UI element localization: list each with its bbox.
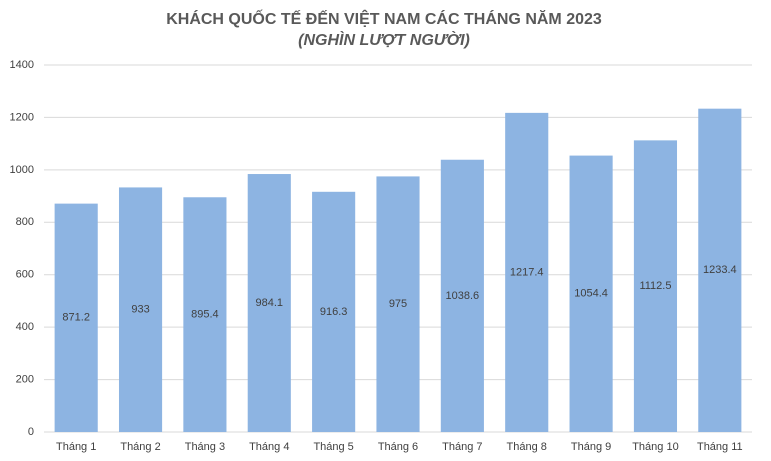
bar [247, 174, 291, 432]
x-tick-label: Tháng 11 [697, 441, 743, 453]
y-tick-label: 1000 [10, 164, 34, 176]
bar [569, 155, 613, 433]
x-tick-label: Tháng 6 [378, 441, 418, 453]
x-tick-label: Tháng 2 [120, 441, 160, 453]
bar [376, 176, 420, 432]
y-tick-label: 0 [28, 426, 34, 438]
x-tick-label: Tháng 8 [507, 441, 547, 453]
value-label: 895.4 [191, 309, 219, 321]
bar [118, 187, 163, 432]
value-label: 1217.4 [510, 266, 544, 278]
bar [440, 159, 484, 432]
x-tick-label: Tháng 3 [185, 441, 225, 453]
x-tick-label: Tháng 5 [313, 441, 353, 453]
bar [183, 197, 227, 432]
x-tick-label: Tháng 10 [632, 441, 678, 453]
bar [312, 191, 356, 432]
chart-subtitle: (NGHÌN LƯỢT NGƯỜI) [298, 30, 470, 49]
y-tick-label: 800 [16, 216, 34, 228]
y-tick-label: 1200 [10, 111, 34, 123]
value-label: 1233.4 [703, 264, 737, 276]
value-label: 933 [131, 304, 149, 316]
y-tick-label: 400 [16, 321, 34, 333]
y-tick-label: 1400 [10, 59, 34, 71]
x-tick-label: Tháng 1 [56, 441, 96, 453]
x-tick-label: Tháng 9 [571, 441, 611, 453]
bar [633, 140, 678, 432]
value-label: 1054.4 [574, 288, 608, 300]
bar [54, 203, 98, 432]
bar [505, 112, 549, 433]
value-label: 975 [389, 298, 407, 310]
value-label: 871.2 [62, 312, 90, 324]
y-tick-label: 200 [16, 373, 34, 385]
x-tick-label: Tháng 4 [249, 441, 289, 453]
value-label: 1112.5 [639, 280, 671, 292]
y-tick-label: 600 [16, 269, 34, 281]
bar [698, 108, 742, 432]
chart-title: KHÁCH QUỐC TẾ ĐẾN VIỆT NAM CÁC THÁNG NĂM… [166, 8, 602, 28]
value-label: 984.1 [256, 297, 284, 309]
value-label: 916.3 [320, 306, 348, 318]
value-label: 1038.6 [446, 290, 480, 302]
x-tick-label: Tháng 7 [442, 441, 482, 453]
